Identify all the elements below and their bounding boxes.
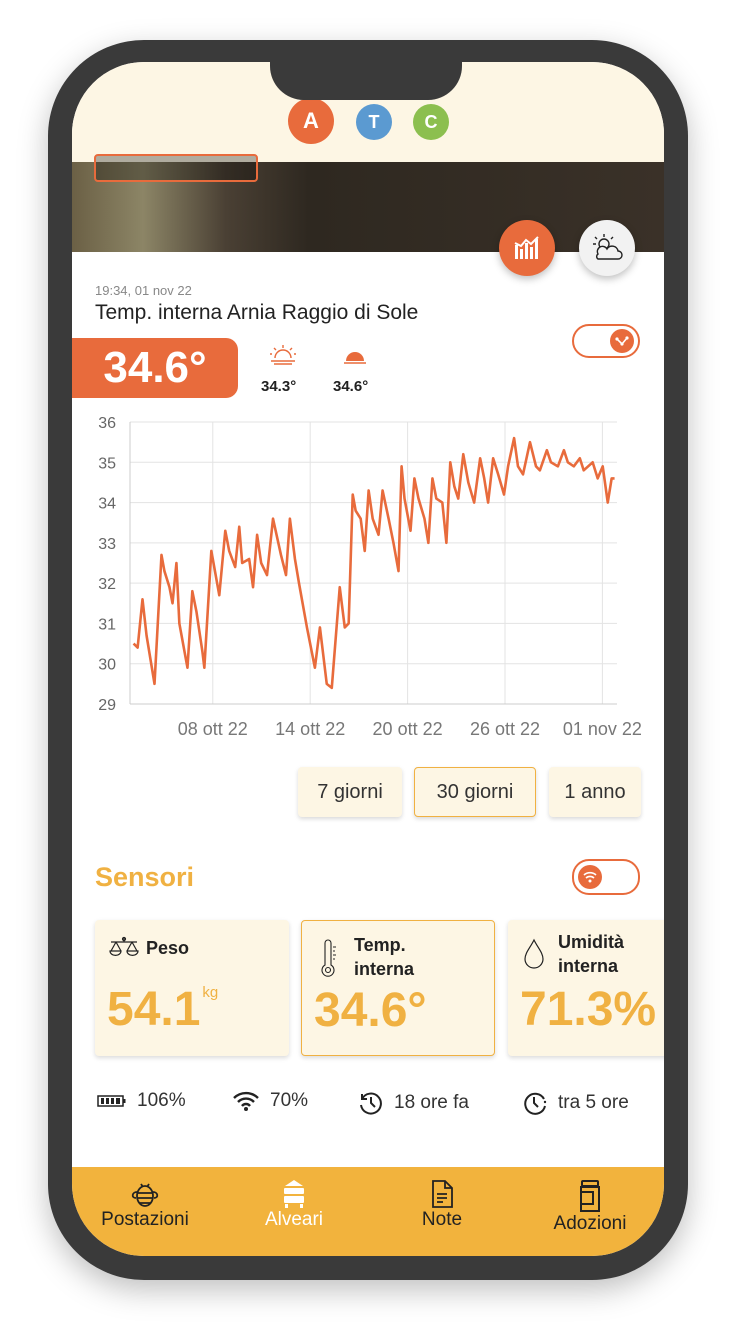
- sensors-toggle[interactable]: [572, 859, 640, 895]
- weather-button[interactable]: [579, 220, 635, 276]
- honey-jar-icon: [580, 1180, 600, 1212]
- battery-icon: [97, 1095, 126, 1107]
- app-screen: A T C 19:34, 01 nov 22 Temp. interna Arn…: [72, 62, 664, 1256]
- reading-timestamp: 19:34, 01 nov 22: [95, 283, 192, 298]
- tab-label: C: [424, 111, 438, 132]
- chart-title: Temp. interna Arnia Raggio di Sole: [95, 301, 419, 324]
- nav-note[interactable]: Note: [372, 1179, 512, 1231]
- sensor-card-internal-humidity[interactable]: Umidità interna 71.3%: [508, 920, 664, 1056]
- bottom-nav: Postazioni Alveari Note Adozioni: [72, 1167, 664, 1256]
- y-tick-label: 29: [98, 697, 116, 714]
- range-30-days-button[interactable]: 30 giorni: [414, 767, 536, 817]
- sunset-icon: [340, 346, 370, 373]
- x-tick-label: 14 ott 22: [275, 719, 345, 739]
- nav-postazioni[interactable]: Postazioni: [75, 1179, 215, 1231]
- humidity-value: 71.3%: [520, 983, 657, 1036]
- nav-alveari[interactable]: Alveari: [224, 1179, 364, 1231]
- tab-label: T: [368, 111, 380, 132]
- nav-label: Note: [421, 1209, 463, 1230]
- y-tick-label: 36: [98, 415, 116, 432]
- nav-label: Postazioni: [101, 1209, 189, 1230]
- scale-icon: [109, 936, 139, 956]
- card-label: Umidità: [558, 932, 625, 952]
- max-value: 34.6°: [333, 378, 369, 395]
- weight-unit: kg: [202, 984, 219, 1001]
- thermometer-icon: [321, 939, 336, 977]
- tab-t[interactable]: T: [356, 104, 392, 140]
- nav-label: Alveari: [264, 1209, 324, 1230]
- sunrise-icon: [268, 344, 298, 371]
- x-tick-label: 01 nov 22: [563, 719, 642, 739]
- hive-photo: [72, 154, 664, 252]
- current-value: 34.6°: [72, 338, 238, 398]
- last-update-value: 18 ore fa: [394, 1092, 469, 1113]
- y-tick-label: 31: [98, 616, 116, 633]
- bee-icon: [131, 1183, 159, 1207]
- chart-button[interactable]: [499, 220, 555, 276]
- wifi-icon: [578, 865, 602, 889]
- weight-value: 54.1 kg: [107, 982, 218, 1037]
- battery-value: 106%: [137, 1090, 186, 1111]
- sensor-card-internal-temp[interactable]: Temp. interna 34.6°: [301, 920, 495, 1056]
- temp-value: 34.6°: [314, 984, 427, 1037]
- chart-mode-toggle[interactable]: [572, 324, 640, 358]
- drop-icon: [524, 938, 544, 969]
- range-1-year-button[interactable]: 1 anno: [549, 767, 641, 817]
- tab-a[interactable]: A: [288, 98, 334, 144]
- min-value: 34.3°: [261, 378, 297, 395]
- y-tick-label: 34: [98, 496, 116, 513]
- tab-c[interactable]: C: [413, 104, 449, 140]
- partly-cloudy-icon: [593, 234, 623, 260]
- x-tick-label: 20 ott 22: [373, 719, 443, 739]
- range-7-days-button[interactable]: 7 giorni: [298, 767, 402, 817]
- document-icon: [432, 1180, 453, 1208]
- card-label: interna: [354, 959, 415, 979]
- sensors-heading: Sensori: [95, 862, 195, 892]
- beehive-icon: [284, 1180, 304, 1208]
- signal-status: 70%: [232, 1090, 308, 1112]
- signal-value: 70%: [270, 1090, 309, 1111]
- nav-adozioni[interactable]: Adozioni: [520, 1179, 660, 1235]
- notch: [270, 40, 462, 100]
- share-icon: [610, 329, 634, 353]
- x-tick-label: 26 ott 22: [470, 719, 540, 739]
- tab-label: A: [303, 108, 319, 133]
- weight-number: 54.1: [107, 983, 201, 1036]
- card-label: Temp.: [354, 935, 406, 955]
- battery-status: 106%: [97, 1090, 186, 1112]
- y-tick-label: 35: [98, 455, 116, 472]
- bar-chart-icon: [514, 236, 539, 259]
- temperature-series-line: [132, 436, 615, 690]
- card-label: interna: [558, 956, 619, 976]
- y-tick-label: 33: [98, 536, 116, 553]
- next-update-value: tra 5 ore: [558, 1092, 629, 1113]
- sensor-card-weight[interactable]: Peso 54.1 kg: [95, 920, 289, 1056]
- next-update-status: tra 5 ore: [522, 1090, 629, 1116]
- photo-label-box: [94, 154, 258, 182]
- clock-next-icon: [524, 1092, 547, 1115]
- history-icon: [360, 1092, 382, 1115]
- card-label: Peso: [146, 938, 190, 958]
- wifi-icon: [233, 1091, 259, 1111]
- nav-label: Adozioni: [553, 1213, 627, 1234]
- temperature-chart: 29 30 31 32 33 34 35 36 08 ott 22 14 ott 22 20 ott…: [98, 415, 642, 739]
- y-tick-label: 30: [98, 657, 116, 674]
- last-update-status: 18 ore fa: [358, 1090, 469, 1116]
- y-tick-label: 32: [98, 576, 116, 593]
- x-tick-label: 08 ott 22: [178, 719, 248, 739]
